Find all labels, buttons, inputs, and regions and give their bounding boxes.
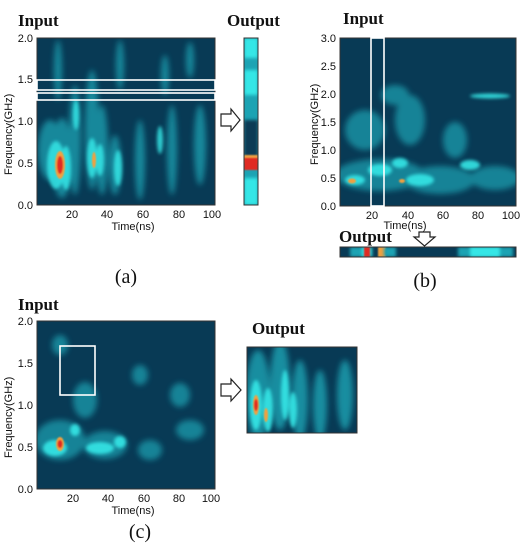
- panel-c-xtick: 100: [202, 493, 220, 505]
- panel-b-ytick: 1.5: [321, 117, 336, 129]
- panel-c-ytick: 0.5: [18, 442, 33, 454]
- panel-a-window-upper: [36, 79, 216, 91]
- panel-c-xlabel: Time(ns): [112, 505, 155, 517]
- panel-a-ylabel: Frequency(GHz): [3, 94, 15, 175]
- panel-b-ytick: 3.0: [321, 33, 336, 45]
- panel-c-xtick: 80: [173, 493, 185, 505]
- panel-b-ytick: 0.5: [321, 173, 336, 185]
- panel-a-caption: (a): [115, 266, 137, 288]
- panel-a: Input Output: [3, 11, 280, 288]
- panel-a-xtick: 60: [137, 209, 149, 221]
- panel-b-caption: (b): [413, 270, 436, 292]
- panel-c-xticks: 20 40 60 80 100: [67, 493, 220, 505]
- panel-b-input-title: Input: [343, 9, 384, 28]
- panel-a-ytick: 2.0: [18, 33, 33, 45]
- panel-a-ytick: 1.0: [18, 116, 33, 128]
- panel-c-xtick: 20: [67, 493, 79, 505]
- panel-b-ytick: 0.0: [321, 201, 336, 213]
- panel-a-xlabel: Time(ns): [112, 221, 155, 233]
- panel-a-xtick: 40: [101, 209, 113, 221]
- panel-a-output-title: Output: [227, 11, 280, 30]
- panel-b: Input: [309, 9, 520, 292]
- panel-b-output-title: Output: [339, 227, 392, 246]
- panel-b-xlabel: Time(ns): [384, 220, 427, 232]
- panel-a-output-strip: [243, 37, 259, 206]
- panel-c-ytick: 2.0: [18, 316, 33, 328]
- panel-c-ytick: 1.5: [18, 358, 33, 370]
- panel-b-arrow-icon: [412, 231, 437, 247]
- panel-c-input-spectrogram: [36, 320, 216, 490]
- panel-a-yticks: 2.0 1.5 1.0 0.5 0.0: [18, 33, 33, 212]
- panel-a-xtick: 100: [203, 209, 221, 221]
- panel-b-xtick: 60: [437, 210, 449, 222]
- panel-c-yticks: 2.0 1.5 1.0 0.5 0.0: [18, 316, 33, 496]
- panel-b-window: [370, 37, 385, 207]
- panel-b-ylabel: Frequency(GHz): [309, 84, 321, 165]
- panel-a-input-title: Input: [18, 11, 59, 30]
- panel-b-ytick: 2.0: [321, 89, 336, 101]
- panel-c-xtick: 60: [138, 493, 150, 505]
- panel-c-ylabel: Frequency(GHz): [3, 377, 15, 458]
- panel-c-output-title: Output: [252, 319, 305, 338]
- panel-c-window: [59, 345, 96, 396]
- panel-c-input-title: Input: [18, 295, 59, 314]
- panel-b-ytick: 1.0: [321, 145, 336, 157]
- panel-b-xtick: 100: [502, 210, 520, 222]
- panel-a-xticks: 20 40 60 80 100: [66, 209, 221, 221]
- panel-b-xtick: 40: [402, 210, 414, 222]
- panel-c-caption: (c): [129, 521, 151, 543]
- panel-b-input-spectrogram: [339, 37, 517, 207]
- panel-a-xtick: 80: [173, 209, 185, 221]
- panel-b-xtick: 80: [472, 210, 484, 222]
- panel-c-xtick: 40: [102, 493, 114, 505]
- panel-a-ytick: 1.5: [18, 74, 33, 86]
- panel-a-input-spectrogram: [36, 37, 216, 206]
- panel-a-arrow-icon: [220, 107, 241, 133]
- panel-a-window-lower: [36, 92, 216, 101]
- panel-c: Input: [3, 295, 358, 543]
- panel-c-arrow-icon: [220, 377, 242, 403]
- panel-a-ytick: 0.5: [18, 158, 33, 170]
- panel-b-yticks: 3.0 2.5 2.0 1.5 1.0 0.5 0.0: [321, 33, 336, 213]
- panel-c-ytick: 0.0: [18, 484, 33, 496]
- panel-c-output-spectrogram: [246, 346, 358, 434]
- panel-a-xtick: 20: [66, 209, 78, 221]
- panel-b-xticks: 20 40 60 80 100: [366, 210, 520, 222]
- panel-b-output-strip: [339, 246, 517, 258]
- panel-b-ytick: 2.5: [321, 61, 336, 73]
- panel-b-xtick: 20: [366, 210, 378, 222]
- panel-c-ytick: 1.0: [18, 400, 33, 412]
- panel-a-ytick: 0.0: [18, 200, 33, 212]
